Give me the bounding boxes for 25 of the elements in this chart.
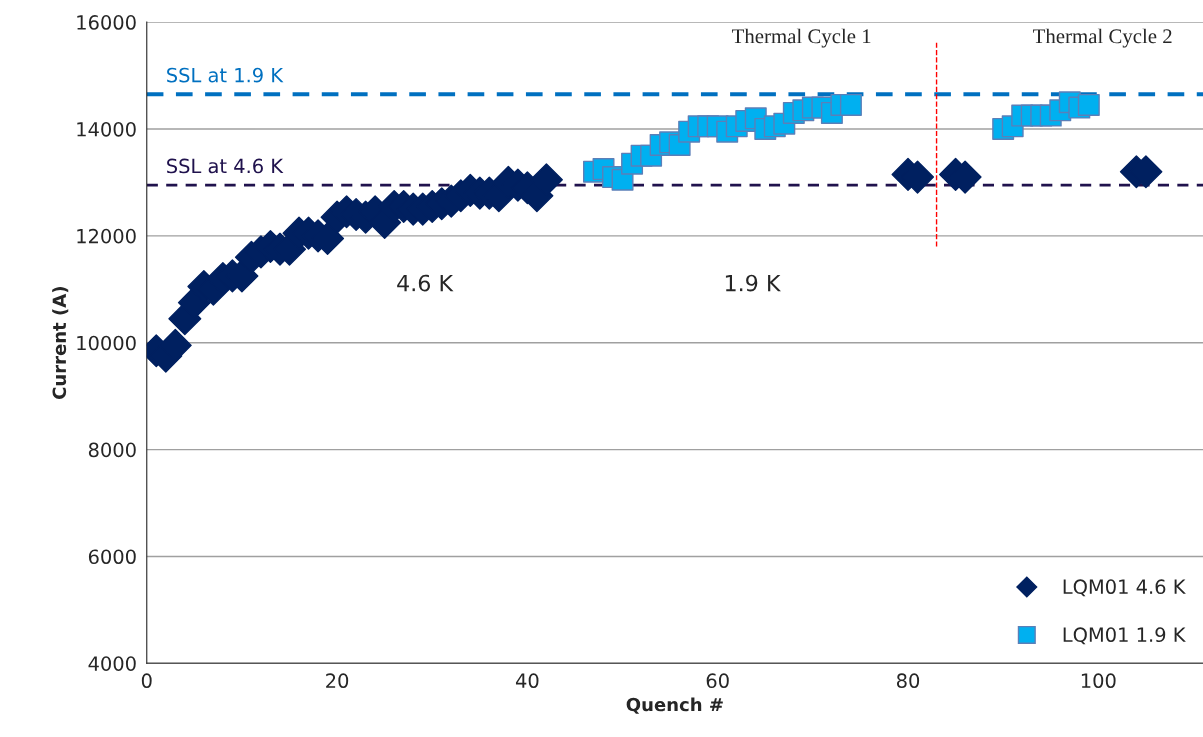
x-tick-label: 20 <box>326 673 349 689</box>
annotation: Thermal Cycle 2 <box>1033 28 1172 48</box>
annotation: Thermal Cycle 1 <box>732 28 871 48</box>
y-axis-title: Current (A) <box>52 287 69 400</box>
y-tick-label: 14000 <box>77 121 136 137</box>
x-tick-label: 60 <box>706 673 729 689</box>
y-tick-label: 16000 <box>77 15 136 30</box>
y-tick-label: 4000 <box>88 656 136 671</box>
legend-label: LQM01 4.6 K <box>1063 579 1186 597</box>
point <box>1077 93 1100 116</box>
legend-label: LQM01 1.9 K <box>1063 627 1186 645</box>
x-axis-title: Quench # <box>626 697 723 714</box>
ref-line-label: SSL at 1.9 K <box>167 67 284 83</box>
x-tick-label: 0 <box>141 673 152 689</box>
x-tick-label: 100 <box>1081 673 1116 689</box>
x-tick-label: 40 <box>515 673 539 689</box>
ref-line-label: SSL at 4.6 K <box>167 158 284 174</box>
y-tick-label: 6000 <box>88 549 136 565</box>
annotation: 4.6 K <box>397 274 454 292</box>
y-tick-label: 8000 <box>88 442 136 458</box>
x-tick-label: 80 <box>896 673 920 689</box>
y-tick-label: 10000 <box>77 335 136 351</box>
y-tick-label: 12000 <box>77 228 136 244</box>
annotation: 1.9 K <box>725 274 781 292</box>
point <box>839 93 862 116</box>
